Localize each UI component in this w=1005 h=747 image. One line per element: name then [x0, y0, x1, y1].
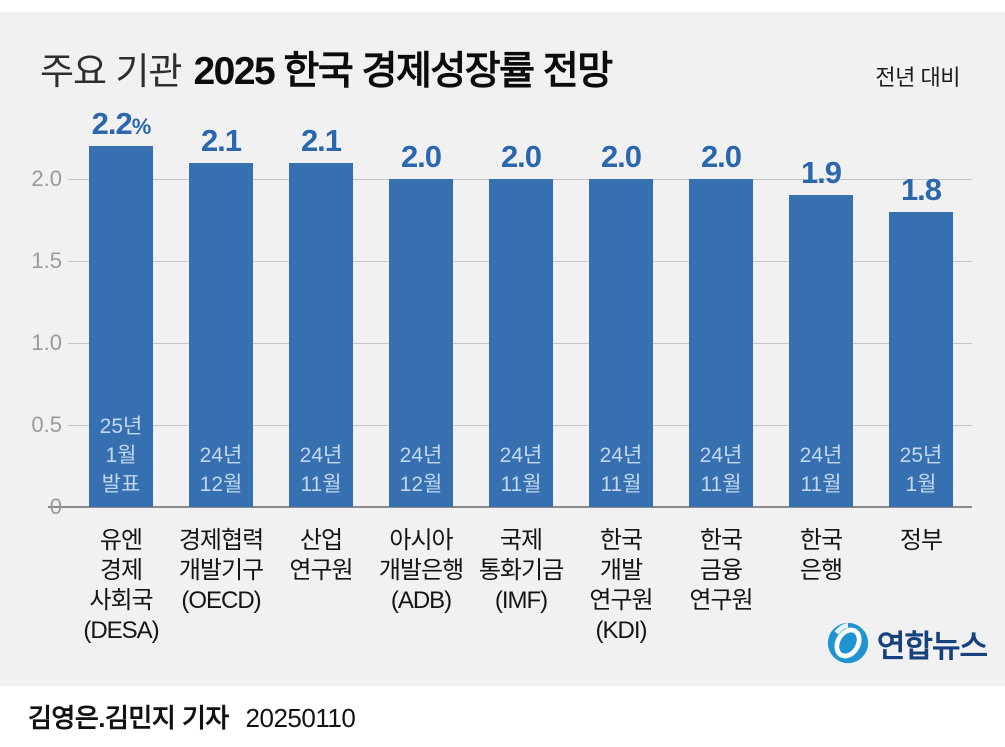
y-tick-label: 2.0 [31, 166, 62, 191]
category-label: 산업 연구원 [289, 527, 353, 584]
category-label: 정부 [899, 527, 943, 554]
yonhap-globe-icon [827, 622, 869, 664]
category-label: 유엔 경제 사회국 (DESA) [83, 527, 159, 644]
y-tick-label: 0 [49, 494, 62, 519]
yonhap-logo: 연합뉴스 [825, 620, 988, 666]
percent-sign: % [131, 114, 152, 140]
reporter-credit: 김영은.김민지 기자 [28, 703, 229, 733]
category-label: 아시아 개발은행 (ADB) [378, 527, 464, 614]
bar-value-label: 2.2% [91, 106, 152, 142]
unit-note: 전년 대비 [875, 65, 960, 90]
bar-value-label: 2.1 [200, 122, 242, 158]
bar-date-annotation: 25년 1월 [899, 444, 943, 496]
category-label: 한국 개발 연구원 (KDI) [589, 527, 653, 644]
bar-date-annotation: 24년 11월 [499, 444, 543, 496]
bar-date-annotation: 24년 12월 [199, 444, 243, 496]
bar-value-label: 2.0 [500, 139, 542, 174]
bar-date-annotation: 25년 1월 발표 [99, 415, 143, 496]
category-label: 경제협력 개발기구 (OECD) [178, 527, 264, 614]
bar-date-annotation: 24년 11월 [299, 444, 343, 496]
x-axis-line [48, 506, 972, 508]
category-label: 한국 은행 [799, 527, 843, 584]
bar-date-annotation: 24년 12월 [399, 444, 443, 496]
bar-value-label: 1.9 [800, 155, 842, 191]
bar-2 [189, 162, 253, 507]
bar-value-label: 2.0 [400, 139, 442, 174]
bar-value-label: 2.0 [600, 139, 642, 174]
bar-6 [589, 179, 653, 507]
category-label: 한국 금융 연구원 [689, 527, 753, 614]
bar-date-annotation: 24년 11월 [799, 444, 843, 496]
page-title: 주요 기관 2025 한국 경제성장률 전망 [40, 40, 613, 96]
y-tick-label: 1.0 [31, 330, 62, 355]
title-main: 2025 한국 경제성장률 전망 [193, 50, 613, 93]
bar-7 [689, 179, 753, 507]
y-tick-label: 1.5 [31, 248, 62, 273]
title-prefix: 주요 기관 [40, 51, 182, 92]
y-tick-label: 0.5 [31, 412, 62, 437]
bar-5 [489, 179, 553, 507]
bar-8 [789, 195, 853, 507]
category-label: 국제 통화기금 (IMF) [478, 527, 564, 614]
footer: 김영은.김민지 기자 20250110 [0, 686, 1005, 747]
bar-1 [89, 146, 153, 507]
publish-date: 20250110 [245, 703, 356, 733]
bar-3 [289, 162, 353, 507]
byline: 김영은.김민지 기자 20250110 [28, 698, 356, 735]
bar-9 [889, 211, 953, 507]
bar-value-label: 1.8 [900, 171, 942, 207]
bar-date-annotation: 24년 11월 [599, 444, 643, 496]
bar-4 [389, 179, 453, 507]
bar-value-label: 2.1 [300, 122, 342, 158]
bar-value-label: 2.0 [700, 139, 742, 174]
yonhap-logo-text: 연합뉴스 [876, 628, 988, 664]
bar-date-annotation: 24년 11월 [699, 444, 743, 496]
